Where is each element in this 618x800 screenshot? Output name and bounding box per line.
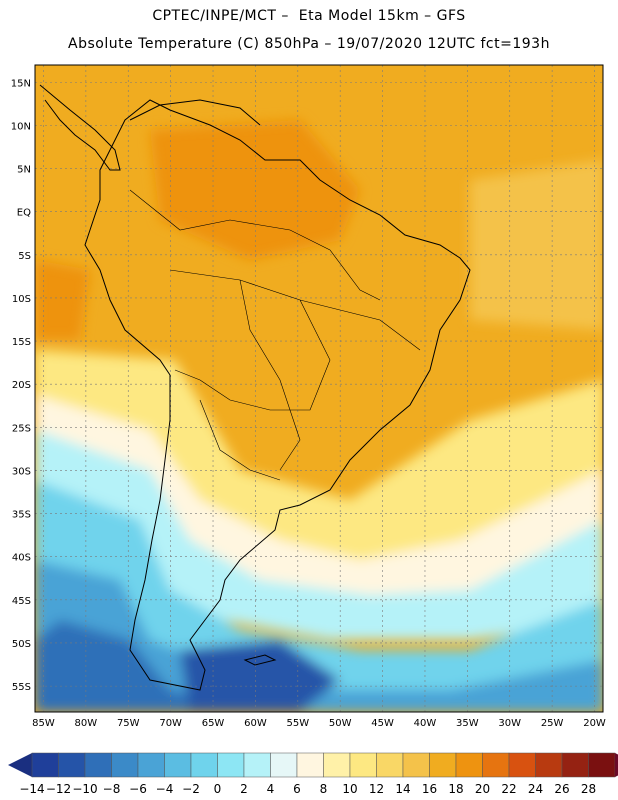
lon-tick-label: 40W bbox=[414, 718, 437, 729]
lat-tick-label: 15S bbox=[12, 337, 31, 348]
colorbar-label: 14 bbox=[395, 782, 410, 796]
colorbar-label: 6 bbox=[293, 782, 301, 796]
colorbar: −14 −12 −10 −8 −6 −4 −2 0 2 4 6 8 10 12 14 16 18 20 22 24 26… bbox=[8, 752, 618, 796]
colorbar-box bbox=[31, 752, 59, 778]
title-line-1: CPTEC/INPE/MCT – Eta Model 15km – GFS bbox=[152, 8, 466, 24]
lon-tick-label: 85W bbox=[32, 718, 55, 729]
colorbar-boxes bbox=[31, 752, 616, 778]
lon-tick-label: 70W bbox=[159, 718, 182, 729]
colorbar-box bbox=[588, 752, 616, 778]
plot-frame bbox=[34, 64, 604, 713]
internal-borders bbox=[129, 189, 421, 481]
lat-tick-label: 10N bbox=[11, 121, 31, 132]
colorbar-label: −2 bbox=[182, 782, 200, 796]
lat-tick-label: 20S bbox=[12, 380, 31, 391]
lon-tick-label: 50W bbox=[329, 718, 352, 729]
colorbar-box bbox=[217, 752, 245, 778]
colorbar-box bbox=[429, 752, 457, 778]
colorbar-label: 12 bbox=[369, 782, 384, 796]
colorbar-box bbox=[58, 752, 86, 778]
lon-tick-label: 25W bbox=[541, 718, 564, 729]
colorbar-box bbox=[508, 752, 536, 778]
colorbar-label: 18 bbox=[448, 782, 463, 796]
colorbar-box bbox=[137, 752, 165, 778]
colorbar-label: 28 bbox=[581, 782, 596, 796]
colorbar-label: 24 bbox=[528, 782, 543, 796]
colorbar-label: 26 bbox=[554, 782, 569, 796]
colorbar-high-extend bbox=[615, 753, 618, 777]
colorbar-label: 4 bbox=[267, 782, 275, 796]
lat-tick-label: 25S bbox=[12, 423, 31, 434]
colorbar-box bbox=[296, 752, 324, 778]
title-line-2: Absolute Temperature (C) 850hPa – 19/07/… bbox=[68, 36, 550, 52]
colorbar-box bbox=[270, 752, 298, 778]
lat-tick-label: 30S bbox=[12, 466, 31, 477]
colorbar-label: −10 bbox=[72, 782, 97, 796]
lon-tick-label: 35W bbox=[456, 718, 479, 729]
colorbar-box bbox=[376, 752, 404, 778]
colorbar-label: 20 bbox=[475, 782, 490, 796]
field-hot-pacific bbox=[35, 260, 90, 340]
colorbar-box bbox=[349, 752, 377, 778]
lon-tick-label: 20W bbox=[583, 718, 606, 729]
lat-tick-label: 50S bbox=[12, 639, 31, 650]
colorbar-low-extend bbox=[8, 753, 32, 777]
lat-tick-label: 15N bbox=[11, 78, 31, 89]
lon-tick-label: 75W bbox=[117, 718, 140, 729]
colorbar-box bbox=[561, 752, 589, 778]
lat-tick-label: 5S bbox=[18, 251, 31, 262]
field-hot-amazon bbox=[150, 120, 360, 260]
colorbar-label: −6 bbox=[129, 782, 147, 796]
colorbar-label: −12 bbox=[46, 782, 71, 796]
lon-tick-label: 45W bbox=[371, 718, 394, 729]
field-cool-band bbox=[35, 395, 603, 600]
colorbar-label: 22 bbox=[501, 782, 516, 796]
longitude-tick-labels: 85W 80W 75W 70W 65W 60W 55W 50W 45W 40W 35W 30W 25W 2… bbox=[32, 718, 606, 729]
lat-tick-label: 40S bbox=[12, 553, 31, 564]
south-america-coast bbox=[84, 99, 471, 691]
lon-tick-label: 65W bbox=[202, 718, 225, 729]
colorbar-label: 16 bbox=[422, 782, 437, 796]
colorbar-labels: −14 −12 −10 −8 −6 −4 −2 0 2 4 6 8 10 12 14 16 18 20 22 24 26… bbox=[19, 782, 596, 796]
lat-tick-label: EQ bbox=[17, 208, 31, 219]
colorbar-label: −8 bbox=[103, 782, 121, 796]
colorbar-box bbox=[535, 752, 563, 778]
colorbar-box bbox=[164, 752, 192, 778]
lat-tick-label: 35S bbox=[12, 510, 31, 521]
latitude-tick-labels: 15N 10N 5N EQ 5S 10S 15S 20S 25S 30S 35S 40S 45S 50S 5… bbox=[11, 78, 31, 693]
lon-tick-label: 60W bbox=[244, 718, 267, 729]
field-tropical-atlantic bbox=[470, 160, 603, 330]
lat-tick-label: 45S bbox=[12, 596, 31, 607]
field-cold-band-3 bbox=[35, 560, 603, 712]
temperature-field bbox=[35, 65, 603, 712]
falklands bbox=[243, 654, 277, 666]
colorbar-label: −4 bbox=[156, 782, 174, 796]
lat-tick-label: 55S bbox=[12, 682, 31, 693]
colorbar-box bbox=[402, 752, 430, 778]
lon-tick-label: 30W bbox=[498, 718, 521, 729]
colorbar-box bbox=[455, 752, 483, 778]
central-america-coast bbox=[39, 84, 121, 171]
coastlines bbox=[39, 84, 471, 691]
colorbar-label: 10 bbox=[342, 782, 357, 796]
colorbar-box bbox=[482, 752, 510, 778]
field-cold-band-1 bbox=[35, 430, 603, 640]
caribbean-coast bbox=[129, 99, 261, 126]
lat-tick-label: 10S bbox=[12, 294, 31, 305]
lon-tick-label: 80W bbox=[75, 718, 98, 729]
colorbar-box bbox=[111, 752, 139, 778]
colorbar-box bbox=[243, 752, 271, 778]
lat-tick-label: 5N bbox=[17, 165, 31, 176]
lon-tick-label: 55W bbox=[286, 718, 309, 729]
colorbar-label: 0 bbox=[214, 782, 222, 796]
colorbar-box bbox=[190, 752, 218, 778]
colorbar-label: 2 bbox=[240, 782, 248, 796]
colorbar-box bbox=[323, 752, 351, 778]
colorbar-box bbox=[84, 752, 112, 778]
field-cold-core-2 bbox=[180, 640, 340, 712]
colorbar-label: −14 bbox=[19, 782, 44, 796]
colorbar-label: 8 bbox=[320, 782, 328, 796]
